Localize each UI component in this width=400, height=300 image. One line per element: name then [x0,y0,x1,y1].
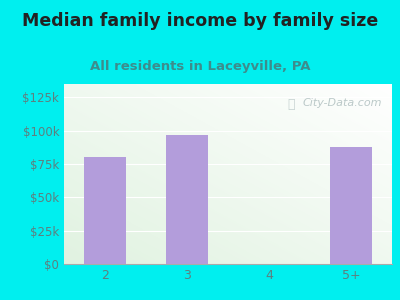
Bar [166,135,208,264]
Text: City-Data.com: City-Data.com [303,98,382,108]
Text: ⓠ: ⓠ [287,98,294,111]
Bar [84,157,126,264]
Bar [330,147,372,264]
Text: All residents in Laceyville, PA: All residents in Laceyville, PA [90,60,310,73]
Text: Median family income by family size: Median family income by family size [22,12,378,30]
